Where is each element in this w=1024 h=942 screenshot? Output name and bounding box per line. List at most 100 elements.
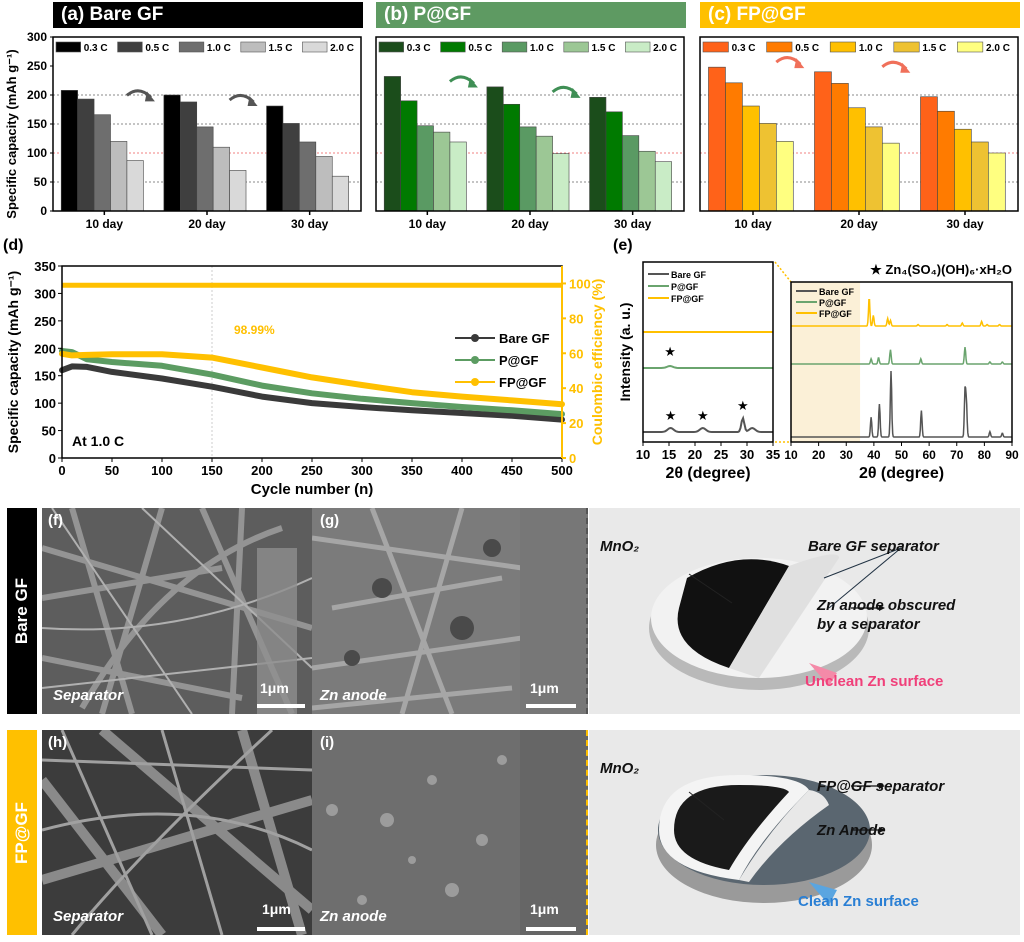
- legend-swatch: [440, 41, 466, 53]
- bar-20C-10day: [776, 141, 794, 212]
- legend-swatch: [240, 41, 266, 53]
- y-axis-label: Specific capacity (mAh g⁻¹): [4, 49, 19, 218]
- legend-marker: [471, 378, 479, 386]
- bar-10C-20day: [848, 107, 866, 212]
- sem-image-g-strip: [520, 508, 588, 714]
- bar-03C-10day: [383, 76, 401, 212]
- panel-d-label: (d): [3, 237, 23, 254]
- photo2-mno2-label: MnO₂: [600, 760, 640, 777]
- scale-bar-f: [257, 704, 305, 708]
- star-marker: ★: [664, 344, 676, 359]
- trend-arrowhead: [467, 77, 478, 88]
- x-tick-label: 250: [301, 463, 323, 478]
- anode-texture: [312, 730, 522, 935]
- highlight-region: [791, 282, 861, 442]
- star-marker: ★: [697, 408, 709, 423]
- x-tick-label: 400: [451, 463, 473, 478]
- legend-label: 0.5 C: [145, 43, 169, 54]
- legend-swatch: [563, 41, 589, 53]
- y2-tick-label: 60: [569, 346, 583, 361]
- x-tick-label: 100: [151, 463, 173, 478]
- bar-03C-30day: [266, 105, 284, 212]
- photo2-surface-label: Clean Zn surface: [798, 893, 919, 910]
- x-tick-label: 30: [840, 448, 854, 462]
- legend-label: 0.5 C: [468, 43, 492, 54]
- scale-g-label: 1μm: [530, 680, 559, 696]
- scale-bar-h: [257, 927, 305, 931]
- legend-label: Bare GF: [671, 270, 707, 280]
- photo1-anode-label-1: Zn anode obscured: [817, 597, 956, 614]
- photo-fp-gf-cell: [589, 730, 1020, 935]
- legend-label: FP@GF: [671, 294, 704, 304]
- ce-annotation: 98.99%: [234, 323, 275, 337]
- bar-05C-20day: [503, 103, 521, 212]
- legend-label: 0.5 C: [795, 43, 819, 54]
- bar-05C-10day: [77, 98, 95, 212]
- y-tick-label: 150: [27, 117, 47, 131]
- y-axis-label: Specific capacity (mAh g⁻¹): [5, 271, 21, 453]
- bar-15C-30day: [971, 141, 989, 212]
- plot-frame-left: [642, 261, 774, 443]
- legend-swatch: [302, 41, 328, 53]
- bar-15C-20day: [212, 146, 230, 212]
- legend-swatch: [625, 41, 651, 53]
- xrd-right-PGF: [791, 347, 1012, 365]
- bar-03C-30day: [589, 97, 607, 212]
- bar-10C-10day: [742, 105, 760, 212]
- bar-10C-30day: [299, 141, 317, 212]
- photo2-anode-label: Zn Anode: [817, 822, 886, 839]
- x-axis-label: 2θ (degree): [859, 465, 944, 482]
- x-tick-label: 300: [351, 463, 373, 478]
- bar-05C-10day: [400, 100, 418, 212]
- bar-20C-30day: [331, 175, 349, 212]
- star-marker: ★: [665, 408, 677, 423]
- bar-20C-20day: [552, 153, 570, 212]
- x-tick-label: 10: [636, 447, 650, 462]
- y-tick-label: 100: [27, 146, 47, 160]
- x-tick-label: 90: [1005, 448, 1019, 462]
- panel-h-label: (h): [48, 734, 68, 751]
- panel-f-label: (f): [48, 512, 63, 529]
- y2-tick-label: 80: [569, 311, 583, 326]
- legend-label: Bare GF: [819, 287, 855, 297]
- x-tick-label: 10 day: [409, 217, 447, 231]
- row-label-bare-gf: Bare GF: [7, 508, 37, 714]
- x-tick-label: 30: [740, 447, 754, 462]
- bar-20C-20day: [882, 142, 900, 212]
- x-tick-label: 150: [201, 463, 223, 478]
- photo1-mno2-label: MnO₂: [600, 538, 640, 555]
- bar-05C-20day: [180, 101, 198, 212]
- legend-label: Bare GF: [499, 331, 550, 346]
- xrd-chart-e: (e) ★ ★ ★ ★ 10 15 20 25 30 35 2θ (degree) Intensity …: [613, 237, 1019, 482]
- legend-label: 1.0 C: [859, 43, 883, 54]
- bar-20C-20day: [229, 170, 247, 212]
- scale-f-label: 1μm: [260, 680, 289, 696]
- sem-image-i: [312, 730, 522, 935]
- legend-label: P@GF: [819, 298, 847, 308]
- sem-image-h: [42, 730, 312, 935]
- row-label-text: Bare GF: [12, 577, 31, 645]
- legend-marker: [471, 356, 479, 364]
- bar-15C-10day: [433, 131, 451, 212]
- scale-i-label: 1μm: [530, 901, 559, 917]
- x-tick-label: 20 day: [511, 217, 549, 231]
- bar-05C-10day: [725, 82, 743, 212]
- photo2-separator-label: FP@GF separator: [817, 778, 945, 795]
- photo1-anode-label-2: by a separator: [817, 616, 920, 633]
- x-tick-label: 40: [867, 448, 881, 462]
- legend-label: 1.0 C: [207, 43, 231, 54]
- y-tick-label: 300: [34, 286, 56, 301]
- panel-c-title: (c) FP@GF: [700, 2, 1020, 28]
- legend-marker: [471, 334, 479, 342]
- sem-image-i-strip: [520, 730, 588, 935]
- bar-chart-a: 10 day 20 day 30 day 0.3 C 0.5 C 1.0 C 1.5 C 2.…: [52, 36, 362, 231]
- bar-10C-30day: [954, 128, 972, 212]
- bar-10C-10day: [93, 114, 111, 212]
- x-tick-label: 500: [551, 463, 573, 478]
- legend-swatch: [893, 41, 920, 53]
- y-axis-label: Intensity (a. u.): [617, 303, 633, 402]
- bar-03C-20day: [486, 86, 504, 212]
- plot-frame: [375, 36, 685, 212]
- bar-10C-10day: [416, 125, 434, 212]
- panel-b-title: (b) P@GF: [376, 2, 686, 28]
